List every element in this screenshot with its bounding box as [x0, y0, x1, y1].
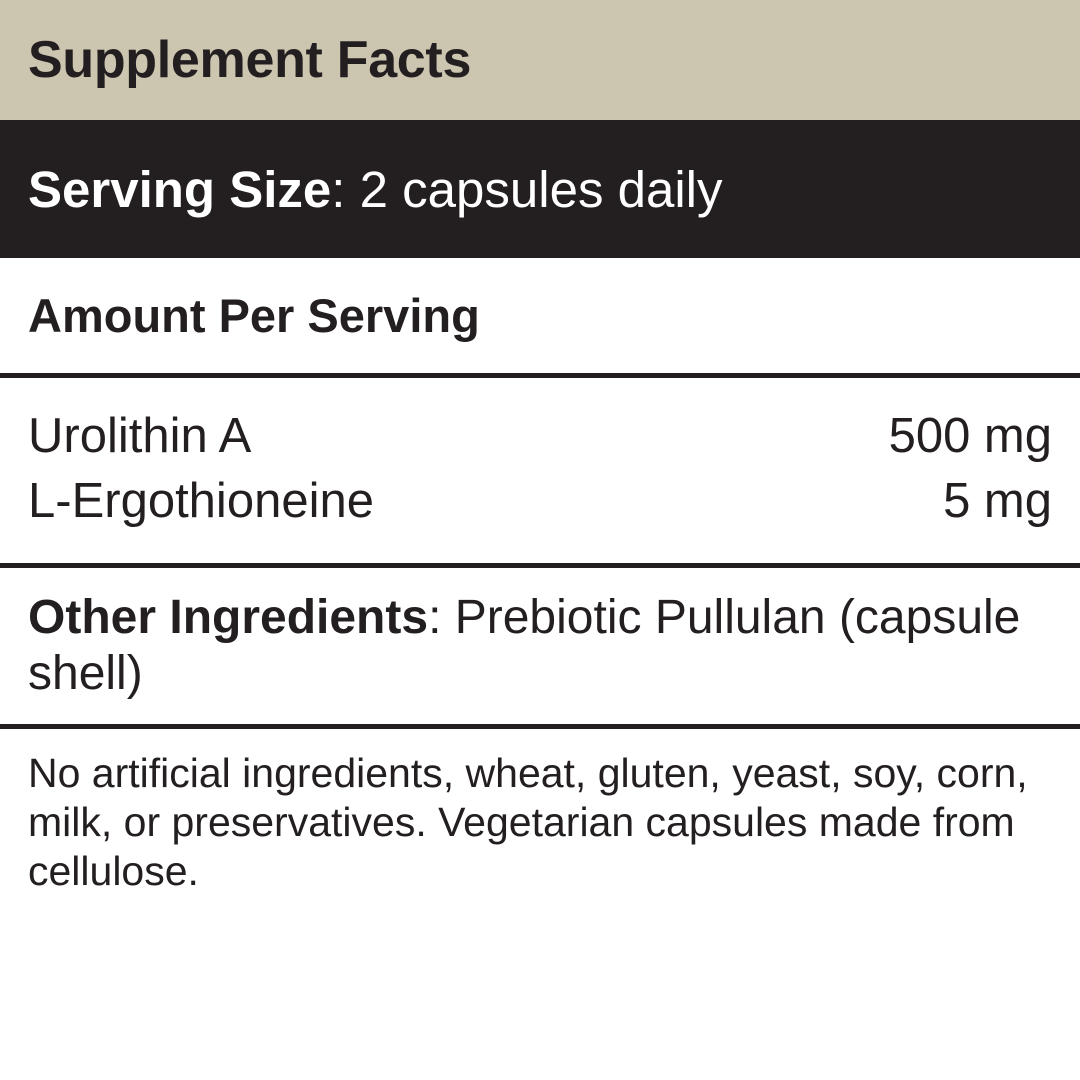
- footer-disclaimer-section: No artificial ingredients, wheat, gluten…: [0, 729, 1080, 897]
- serving-size-line: Serving Size: 2 capsules daily: [28, 164, 723, 215]
- ingredient-name: L-Ergothioneine: [28, 473, 374, 528]
- footer-disclaimer-text: No artificial ingredients, wheat, gluten…: [28, 749, 1028, 895]
- other-ingredients-section: Other Ingredients: Prebiotic Pullulan (c…: [0, 568, 1080, 723]
- other-ingredients-value: : Prebiotic Pullulan (capsule shell): [28, 591, 1021, 701]
- serving-size-band: Serving Size: 2 capsules daily: [0, 120, 1080, 258]
- supplement-facts-title-band: Supplement Facts: [0, 0, 1080, 120]
- serving-size-value: : 2 capsules daily: [331, 160, 723, 218]
- divider-above-footer: [0, 723, 1080, 729]
- other-ingredients-label: Other Ingredients: [28, 591, 429, 645]
- amount-per-serving-label: Amount Per Serving: [28, 289, 480, 342]
- table-row: Urolithin A 500 mg: [28, 404, 1052, 469]
- divider-above-other-ingredients: [0, 563, 1080, 569]
- serving-size-label: Serving Size: [28, 160, 332, 218]
- ingredients-table: Urolithin A 500 mg L-Ergothioneine 5 mg: [0, 378, 1080, 563]
- divider-above-ingredients: [0, 373, 1080, 378]
- amount-per-serving-header: Amount Per Serving: [0, 258, 1080, 373]
- other-ingredients-line: Other Ingredients: Prebiotic Pullulan (c…: [28, 591, 1020, 700]
- ingredient-amount: 500 mg: [888, 409, 1052, 463]
- page-title: Supplement Facts: [28, 31, 472, 89]
- ingredient-name: Urolithin A: [28, 409, 252, 463]
- ingredient-amount: 5 mg: [943, 473, 1052, 528]
- table-row: L-Ergothioneine 5 mg: [28, 469, 1052, 534]
